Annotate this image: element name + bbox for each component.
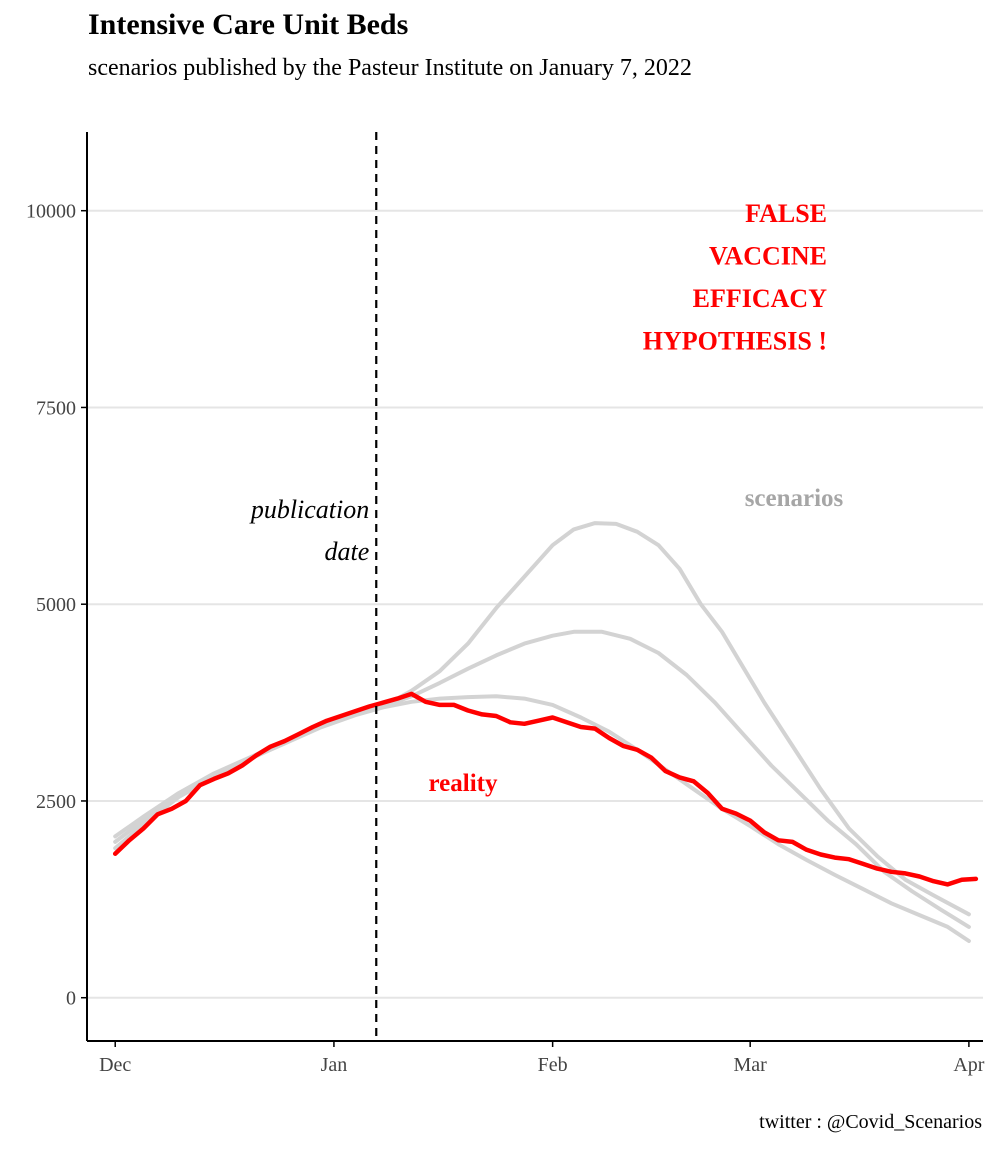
x-tick-label: Feb bbox=[538, 1054, 568, 1076]
x-tick-label: Dec bbox=[99, 1054, 131, 1076]
y-tick-label: 0 bbox=[66, 988, 76, 1010]
y-tick-label: 10000 bbox=[26, 201, 76, 223]
false-hypothesis-label: FALSE bbox=[745, 199, 827, 228]
publication-date-label: publication bbox=[249, 495, 369, 524]
gridlines bbox=[87, 209, 983, 999]
false-hypothesis-label: VACCINE bbox=[709, 242, 827, 271]
false-hypothesis-label: HYPOTHESIS ! bbox=[643, 327, 827, 356]
twitter-caption: twitter : @Covid_Scenarios bbox=[759, 1111, 982, 1133]
annotations: publication date FALSE VACCINE EFFICACY HYPOT… bbox=[249, 132, 844, 1041]
x-tick-label: Jan bbox=[321, 1054, 348, 1076]
y-tick-label: 7500 bbox=[36, 397, 76, 419]
y-tick-label: 2500 bbox=[36, 791, 76, 813]
chart-subtitle: scenarios published by the Pasteur Insti… bbox=[88, 55, 692, 81]
scenario-line bbox=[113, 694, 971, 943]
chart-title: Intensive Care Unit Beds bbox=[88, 8, 409, 41]
scenario-lines bbox=[113, 521, 971, 943]
reality-label: reality bbox=[429, 770, 498, 797]
reality-line-path bbox=[112, 691, 979, 887]
scenarios-label: scenarios bbox=[745, 485, 844, 512]
x-tick-label: Apr bbox=[953, 1054, 984, 1076]
publication-date-label: date bbox=[324, 537, 369, 566]
axes: 0 2500 5000 7500 10000 Dec Jan Feb Mar Apr bbox=[26, 132, 985, 1076]
false-hypothesis-label: EFFICACY bbox=[693, 284, 828, 313]
y-tick-label: 5000 bbox=[36, 594, 76, 616]
reality-line bbox=[112, 691, 979, 887]
x-tick-label: Mar bbox=[734, 1054, 768, 1076]
scenario-line bbox=[113, 629, 971, 929]
